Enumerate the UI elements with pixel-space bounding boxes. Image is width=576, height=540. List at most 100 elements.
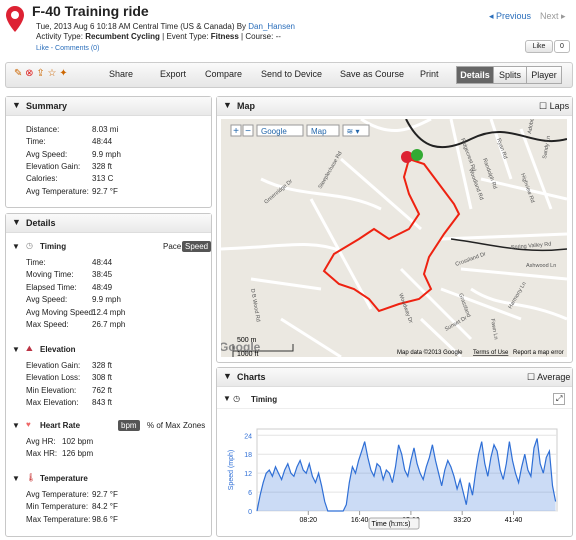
activity-icon <box>6 6 24 32</box>
street-label: D B Wood Rd <box>249 288 261 322</box>
average: Average <box>537 372 571 382</box>
event-type: Fitness <box>210 32 239 41</box>
section-arrow: ▼ <box>12 474 20 483</box>
toggle[interactable]: bpm <box>118 420 140 431</box>
next[interactable]: Next ▸ <box>540 11 566 21</box>
report: Report a map error <box>513 350 564 356</box>
label: | Event Type: <box>162 32 209 41</box>
map-control: Google <box>261 127 287 136</box>
x-axis-label: Time (h:m:s) <box>371 521 410 528</box>
tool-icons: ✎ ⊗ ⇪ ☆ ✦ <box>14 68 68 79</box>
section-title: Timing <box>40 242 67 251</box>
street-label: Ashwood Ln <box>526 263 556 269</box>
svg-text:−: − <box>245 126 251 137</box>
toolbar-action[interactable]: Share <box>109 69 134 79</box>
like-count: 0 <box>554 40 570 53</box>
row-value: 38:45 <box>92 270 113 280</box>
map-panel: ▼ Map ☐ Laps + − ≋ ▾ Google Map 500 m 1000 ft… <box>216 96 573 363</box>
average-toggle[interactable]: ☐ Average <box>527 372 571 382</box>
row-label: Elevation Gain: <box>26 161 81 171</box>
row-value: 84.2 °F <box>92 502 118 512</box>
section-arrow: ▼ <box>12 421 20 430</box>
map-logo: Google <box>221 340 261 354</box>
toggle[interactable]: Speed <box>182 241 212 252</box>
like-button[interactable]: Like <box>525 40 553 53</box>
activity-line: Activity Type: Recumbent Cycling | Event… <box>36 32 281 41</box>
x-tick-label: 16:40 <box>351 517 369 524</box>
toolbar-action[interactable]: Save as Course <box>340 69 405 79</box>
panel-title: Summary <box>26 101 68 111</box>
toggle[interactable]: Pace <box>163 242 182 251</box>
toolbar-action[interactable]: Compare <box>205 69 243 79</box>
scale-m: 500 m <box>237 337 257 344</box>
row-value: 843 ft <box>92 398 113 408</box>
row-label: Time: <box>26 258 46 267</box>
toggle[interactable]: Zones <box>183 421 206 430</box>
row-value: 308 ft <box>92 373 113 383</box>
row-value: 9.9 mph <box>92 149 121 159</box>
date-line: Tue, 2013 Aug 6 10:18 AM Central Time (U… <box>36 22 295 31</box>
details-panel: ▼ Details ▼ ◷ Timing Pace Speed Time: 48:44 Movin… <box>5 213 212 537</box>
section-title: Temperature <box>40 474 88 483</box>
speed-area <box>257 438 556 511</box>
panel-title: Details <box>26 218 56 228</box>
laps: Laps <box>549 101 570 111</box>
tab[interactable]: Details <box>456 66 494 84</box>
row-label: Elevation Loss: <box>26 373 81 383</box>
laps-toggle[interactable]: ☐ Laps <box>539 101 570 111</box>
panel-header: ▼ Summary <box>6 97 211 116</box>
row-value: 48:49 <box>92 282 113 292</box>
scale-ft: 1000 ft <box>237 351 258 357</box>
like-comments[interactable]: Like - Comments (0) <box>36 45 100 52</box>
y-tick-label: 24 <box>244 433 252 440</box>
y-tick-label: 0 <box>248 509 252 516</box>
previous[interactable]: ◂ Previous <box>489 11 532 21</box>
expand[interactable]: ⤢ <box>553 393 566 405</box>
row-label: Avg HR: <box>26 437 56 446</box>
panel-header: ▼ Details <box>6 214 211 233</box>
row-label: Elapsed Time: <box>26 282 77 292</box>
toggle[interactable]: % of Max <box>147 421 181 430</box>
svg-text:≋ ▾: ≋ ▾ <box>347 127 360 136</box>
chart-title: Timing <box>251 395 278 404</box>
row-value: 126 bpm <box>62 449 94 459</box>
section-arrow: ▼ <box>12 242 20 251</box>
panel-header: ▼ Map ☐ Laps <box>217 97 572 116</box>
row-value: 9.9 mph <box>92 295 121 305</box>
tab[interactable]: Player <box>526 66 562 84</box>
x-axis-selector <box>368 517 420 530</box>
section-icon: ◷ <box>26 241 33 250</box>
street-label: Fawn Ln <box>489 318 499 340</box>
toolbar-action[interactable]: Send to Device <box>261 69 323 79</box>
row-label: Max HR: <box>26 449 58 459</box>
street-label: Spring Valley Rd <box>511 241 552 251</box>
section-icon: ♥ <box>26 420 31 429</box>
panel-header: ▼ Charts ☐ Average <box>217 368 572 387</box>
row-label: Distance: <box>26 125 60 134</box>
row-value: 98.6 °F <box>92 514 118 524</box>
row-value: 102 bpm <box>62 437 94 446</box>
toolbar-action[interactable]: Print <box>420 69 439 79</box>
title: F-40 Training ride <box>32 3 149 19</box>
row-value: 48:44 <box>92 137 113 147</box>
chart-header: ▼ ◷ Timing ⤢ <box>217 392 572 409</box>
row-label: Max Speed: <box>26 320 69 329</box>
terms: Terms of Use <box>473 350 509 356</box>
y-tick-label: 18 <box>244 452 252 459</box>
tab[interactable]: Splits <box>493 66 527 84</box>
row-label: Min Elevation: <box>26 385 77 395</box>
toolbar-action[interactable]: Export <box>160 69 187 79</box>
row-value: 313 C <box>92 174 114 184</box>
attribution: Map data ©2013 Google <box>397 349 463 356</box>
author-link[interactable]: Dan_Hansen <box>248 22 295 31</box>
row-value: 12.4 mph <box>92 307 126 317</box>
section-title: Heart Rate <box>40 421 81 430</box>
row-label: Avg Moving Speed: <box>26 307 96 317</box>
x-tick-label: 33:20 <box>453 517 471 524</box>
row-label: Calories: <box>26 174 58 184</box>
row-value: 92.7 °F <box>92 490 118 499</box>
summary-panel: ▼ Summary Distance: 8.03 mi Time: 48:44 Avg Sp… <box>5 96 212 208</box>
course: | Course: -- <box>241 32 281 41</box>
